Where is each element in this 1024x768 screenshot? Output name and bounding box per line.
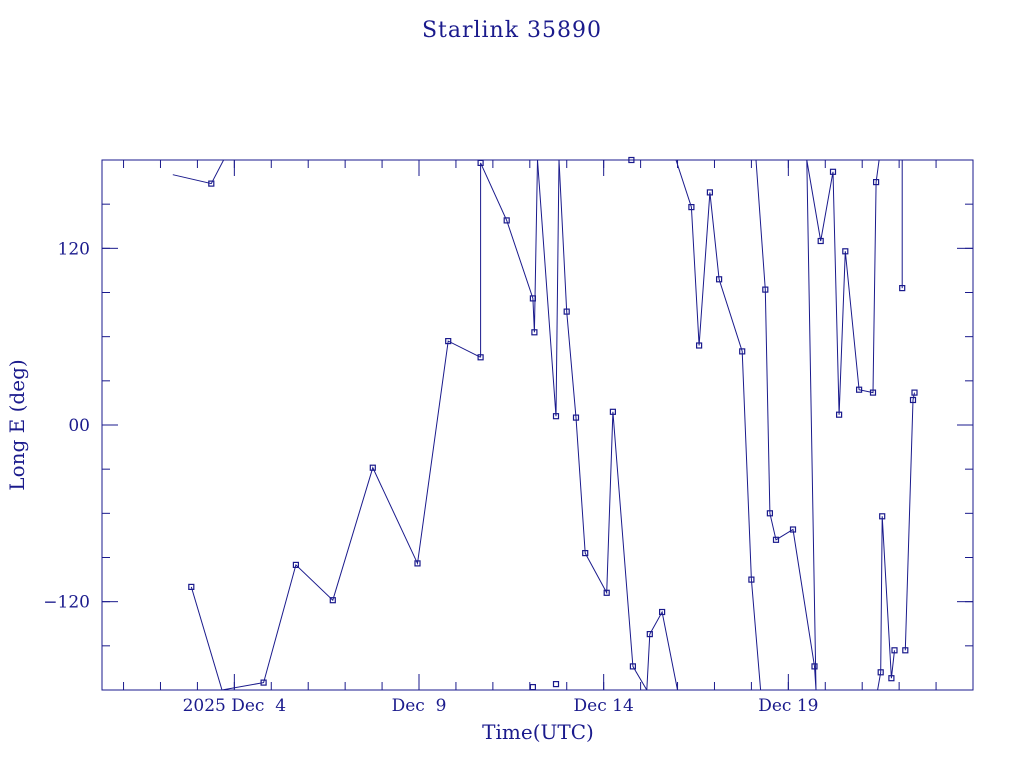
series-segment bbox=[221, 340, 481, 690]
data-point bbox=[688, 204, 695, 211]
data-point bbox=[909, 396, 917, 404]
data-point bbox=[329, 597, 336, 604]
data-point bbox=[762, 286, 769, 293]
data-point bbox=[829, 168, 837, 175]
x-tick-label: Dec 14 bbox=[574, 696, 634, 716]
y-tick-label: −120 bbox=[43, 593, 90, 613]
data-point bbox=[869, 389, 877, 396]
data-point bbox=[609, 408, 617, 415]
data-point bbox=[835, 411, 843, 418]
data-point bbox=[899, 285, 906, 292]
y-axis-label: Long E (deg) bbox=[5, 359, 29, 490]
data-point bbox=[188, 583, 195, 591]
data-point bbox=[414, 560, 421, 567]
series-segment bbox=[480, 160, 538, 333]
data-point bbox=[772, 536, 780, 543]
data-point bbox=[855, 386, 863, 393]
data-point bbox=[748, 576, 755, 583]
data-point bbox=[911, 389, 918, 396]
series-segment bbox=[646, 610, 678, 690]
data-point bbox=[879, 513, 886, 520]
series-segment bbox=[537, 160, 560, 417]
chart-title: Starlink 35890 bbox=[422, 18, 602, 43]
data-point bbox=[891, 647, 898, 654]
data-point bbox=[629, 663, 637, 670]
plot-frame bbox=[101, 159, 974, 691]
series-line bbox=[172, 160, 915, 690]
data-point bbox=[260, 679, 267, 686]
data-point bbox=[369, 464, 376, 471]
series-segment bbox=[904, 392, 915, 651]
data-point bbox=[902, 647, 909, 654]
data-point bbox=[706, 189, 714, 196]
data-point bbox=[292, 561, 299, 569]
series-segment bbox=[755, 160, 880, 690]
data-point bbox=[872, 179, 880, 186]
data-point bbox=[477, 354, 484, 361]
y-tick-labels: 120 00 −120 bbox=[43, 239, 90, 612]
data-point bbox=[695, 342, 703, 349]
data-point bbox=[842, 248, 849, 255]
data-point bbox=[552, 680, 560, 688]
data-point bbox=[715, 276, 723, 283]
data-point bbox=[531, 329, 538, 336]
x-tick-label: 2025 Dec 4 bbox=[183, 696, 287, 716]
data-point bbox=[603, 589, 610, 596]
data-point bbox=[529, 683, 537, 691]
series-segment bbox=[172, 160, 225, 185]
x-axis-label: Time(UTC) bbox=[482, 720, 594, 744]
data-point bbox=[789, 526, 797, 533]
series-segment bbox=[877, 516, 895, 690]
data-point bbox=[563, 308, 570, 315]
data-point bbox=[811, 663, 818, 670]
data-point bbox=[529, 295, 537, 302]
data-point bbox=[658, 608, 666, 616]
series-segment bbox=[190, 586, 223, 690]
series-segment bbox=[675, 160, 762, 690]
x-tick-label: Dec 9 bbox=[392, 696, 447, 716]
data-point bbox=[552, 413, 560, 420]
data-point bbox=[877, 669, 884, 676]
x-tick-label: Dec 19 bbox=[758, 696, 818, 716]
y-tick-label: 00 bbox=[68, 416, 90, 436]
x-tick-labels: 2025 Dec 4 Dec 9 Dec 14 Dec 19 bbox=[183, 696, 819, 716]
data-point bbox=[739, 348, 746, 355]
data-point bbox=[572, 414, 580, 421]
data-point bbox=[888, 675, 895, 682]
data-point bbox=[582, 549, 589, 557]
series-markers bbox=[188, 156, 918, 691]
data-point bbox=[445, 338, 452, 345]
y-tick-label: 120 bbox=[58, 239, 90, 259]
data-point bbox=[503, 217, 510, 224]
axis-ticks bbox=[102, 159, 974, 691]
data-point bbox=[646, 630, 653, 638]
data-point bbox=[208, 180, 215, 187]
series-segment bbox=[558, 160, 648, 690]
data-point bbox=[766, 510, 774, 517]
data-point bbox=[817, 237, 824, 245]
